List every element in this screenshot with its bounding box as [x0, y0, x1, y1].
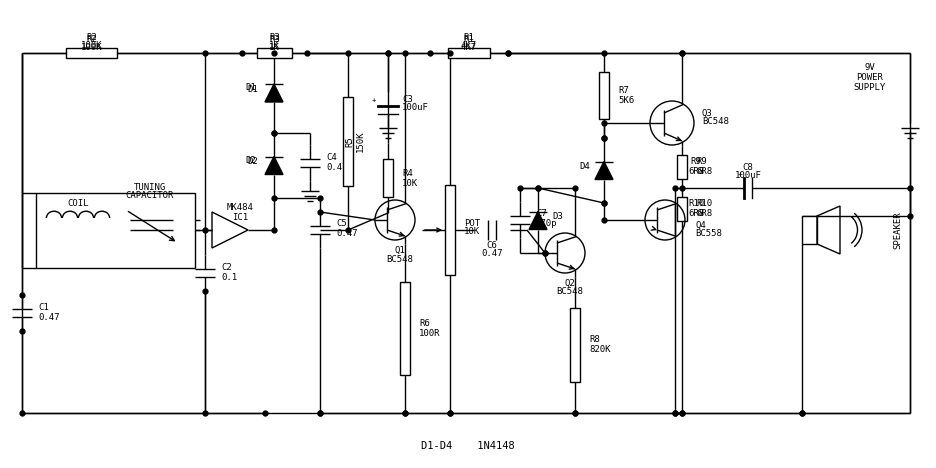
Text: 820K: 820K — [589, 345, 610, 354]
Bar — [36, 193, 195, 268]
Text: 1K: 1K — [270, 43, 280, 51]
Text: C8: C8 — [742, 163, 753, 173]
Text: D1: D1 — [247, 85, 258, 94]
Text: R9: R9 — [696, 158, 707, 167]
Text: POWER: POWER — [856, 73, 884, 82]
Text: 100R: 100R — [419, 329, 441, 338]
Text: R6: R6 — [419, 319, 430, 328]
Text: 0.47: 0.47 — [336, 229, 358, 239]
Text: R10: R10 — [688, 199, 704, 209]
Text: 6R8: 6R8 — [688, 209, 704, 218]
Text: +: + — [372, 97, 376, 103]
Bar — [677, 155, 687, 179]
Text: D3: D3 — [552, 212, 563, 221]
Text: R1: R1 — [463, 32, 475, 42]
Bar — [383, 159, 393, 197]
Text: 0.47: 0.47 — [326, 162, 347, 171]
Text: 6R8: 6R8 — [696, 210, 712, 219]
Text: POT: POT — [464, 219, 480, 227]
Text: 100K: 100K — [80, 41, 102, 50]
Text: +: + — [738, 171, 742, 177]
Text: COIL: COIL — [67, 198, 89, 207]
Text: Q4: Q4 — [695, 220, 706, 229]
Text: R10: R10 — [696, 199, 712, 209]
Text: BC548: BC548 — [702, 117, 729, 126]
Text: 470p: 470p — [536, 219, 558, 228]
Bar — [599, 72, 609, 119]
Text: D2: D2 — [245, 156, 256, 165]
Text: C4: C4 — [326, 153, 337, 161]
Text: R5: R5 — [345, 136, 355, 147]
Text: C1: C1 — [38, 302, 49, 312]
Text: R7: R7 — [618, 86, 629, 95]
Text: 5K6: 5K6 — [618, 96, 634, 105]
Text: D2: D2 — [247, 157, 258, 166]
Text: C6: C6 — [487, 241, 497, 250]
Text: CAPACITOR: CAPACITOR — [125, 191, 174, 200]
Text: C7: C7 — [536, 210, 547, 219]
Text: R2: R2 — [86, 32, 96, 42]
Text: BC548: BC548 — [387, 255, 414, 263]
Text: IC1: IC1 — [232, 212, 248, 221]
Text: 0.47: 0.47 — [38, 313, 60, 322]
Text: 10K: 10K — [402, 178, 418, 188]
Text: Q1: Q1 — [395, 246, 405, 255]
Text: Q3: Q3 — [702, 109, 712, 117]
Text: R8: R8 — [589, 336, 600, 344]
Bar — [400, 282, 410, 375]
Text: C2: C2 — [221, 263, 232, 271]
Polygon shape — [265, 156, 283, 175]
Text: 150K: 150K — [356, 131, 364, 152]
Text: TUNING: TUNING — [134, 183, 166, 192]
Text: 100K: 100K — [80, 43, 102, 51]
Text: 4K7: 4K7 — [461, 41, 477, 50]
Text: D1-D4    1N4148: D1-D4 1N4148 — [421, 441, 515, 451]
Text: BC558: BC558 — [695, 229, 722, 239]
Text: R9: R9 — [691, 158, 701, 167]
Text: MK484: MK484 — [227, 204, 254, 212]
Text: 6R8: 6R8 — [688, 167, 704, 176]
Text: 100uF: 100uF — [402, 103, 429, 112]
Text: R3: R3 — [270, 32, 280, 42]
Text: R2: R2 — [86, 35, 96, 44]
Text: SPEAKER: SPEAKER — [894, 211, 902, 249]
Text: D4: D4 — [579, 162, 590, 171]
Bar — [570, 307, 580, 382]
Text: C5: C5 — [336, 219, 346, 228]
Text: 4K7: 4K7 — [461, 43, 477, 51]
Text: 9V: 9V — [865, 64, 875, 73]
Bar — [677, 197, 687, 220]
Text: 1K: 1K — [270, 41, 280, 50]
Text: Q2: Q2 — [564, 278, 576, 287]
Text: R3: R3 — [270, 35, 280, 44]
Polygon shape — [529, 212, 547, 229]
Text: C3: C3 — [402, 95, 413, 104]
Text: 10K: 10K — [464, 227, 480, 235]
Bar — [343, 97, 353, 186]
Text: R1: R1 — [463, 35, 475, 44]
Bar — [66, 48, 117, 58]
Text: BC548: BC548 — [557, 287, 583, 297]
Bar — [802, 216, 817, 244]
Polygon shape — [595, 161, 613, 180]
Text: 6R8: 6R8 — [696, 168, 712, 176]
Polygon shape — [265, 84, 283, 102]
Text: R4: R4 — [402, 168, 413, 177]
Bar — [445, 185, 455, 275]
Bar — [447, 48, 490, 58]
Text: SUPPLY: SUPPLY — [854, 83, 886, 93]
Text: 100uF: 100uF — [735, 171, 762, 181]
Text: 0.47: 0.47 — [481, 249, 503, 258]
Text: 0.1: 0.1 — [221, 272, 237, 281]
Bar — [256, 48, 292, 58]
Text: D1: D1 — [245, 83, 256, 93]
